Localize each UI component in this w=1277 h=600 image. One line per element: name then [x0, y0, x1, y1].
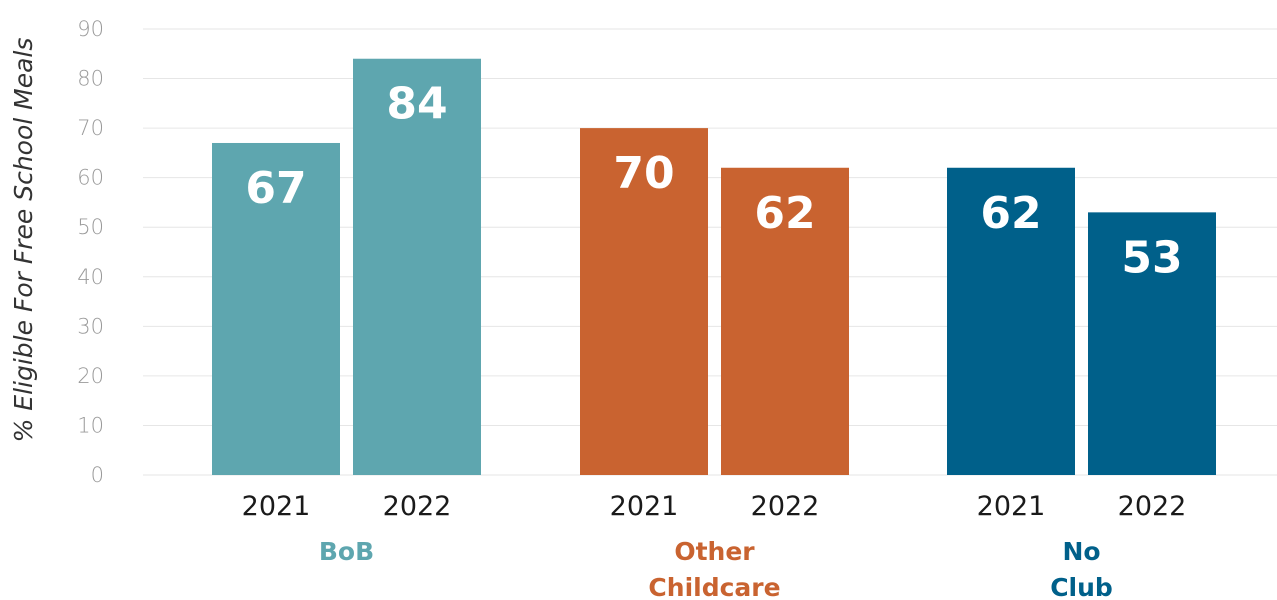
y-tick-label: 60	[77, 166, 104, 190]
bar	[947, 167, 1075, 475]
value-label: 70	[613, 148, 674, 199]
x-tick-label: 2021	[610, 491, 679, 522]
group-label: No	[1062, 537, 1100, 566]
bars: 67 84 70 62 62 53	[212, 58, 1216, 475]
x-tick-label: 2022	[751, 491, 820, 522]
y-tick-label: 30	[77, 314, 104, 338]
bar	[721, 167, 849, 475]
bar	[212, 142, 340, 475]
value-label: 62	[980, 188, 1041, 239]
y-tick-label: 50	[77, 215, 104, 239]
x-tick-label: 2021	[242, 491, 311, 522]
group-label: Childcare	[648, 573, 780, 600]
y-tick-label: 80	[77, 67, 104, 91]
y-tick-label: 0	[91, 463, 104, 487]
x-axis-labels: 2021 2022 BoB 2021 2022 Other Childcare 2021 202…	[242, 491, 1187, 600]
y-tick-label: 90	[77, 17, 104, 41]
value-label: 84	[386, 79, 447, 130]
value-label: 53	[1121, 232, 1182, 283]
x-tick-label: 2022	[1118, 491, 1187, 522]
bar	[353, 58, 481, 475]
y-tick-label: 20	[77, 364, 104, 388]
x-tick-label: 2021	[977, 491, 1046, 522]
group-label: BoB	[319, 537, 374, 566]
y-tick-label: 10	[77, 413, 104, 437]
y-axis-title: % Eligible For Free School Meals	[9, 38, 38, 443]
bar	[1088, 212, 1216, 475]
bar	[580, 128, 708, 475]
y-tick-label: 40	[77, 265, 104, 289]
value-label: 62	[754, 188, 815, 239]
x-tick-label: 2022	[383, 491, 452, 522]
group-label: Other	[674, 537, 755, 566]
y-axis-ticks: 0 10 20 30 40 50 60 70 80 90	[77, 17, 104, 487]
y-tick-label: 70	[77, 116, 104, 140]
value-label: 67	[245, 163, 306, 214]
group-label: Club	[1050, 573, 1113, 600]
